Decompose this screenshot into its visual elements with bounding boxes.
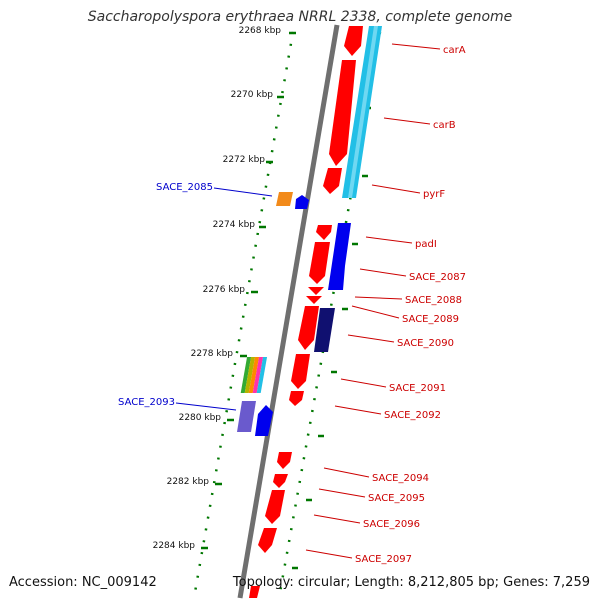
gene-label-SACE_2095[interactable]: SACE_2095 (368, 493, 425, 504)
gene-partial-arrow[interactable] (249, 586, 260, 598)
gene-label-SACE_2085[interactable]: SACE_2085 (156, 182, 213, 193)
gene-label-SACE_2097[interactable]: SACE_2097 (355, 554, 412, 565)
gene-label-SACE_2089[interactable]: SACE_2089 (402, 314, 459, 325)
gene-padI-arrow[interactable] (316, 225, 332, 240)
gene-label-SACE_2090[interactable]: SACE_2090 (397, 338, 454, 349)
gene-stripe-green[interactable] (240, 357, 252, 393)
gene-label-padI[interactable]: padI (415, 239, 437, 250)
scale-tick-label: 2270 kbp (231, 90, 274, 100)
gene-label-carB[interactable]: carB (433, 120, 456, 131)
gene-label-SACE_2088[interactable]: SACE_2088 (405, 295, 462, 306)
scale-tick-label: 2278 kbp (191, 349, 234, 359)
gene-SACE_2094-arrow[interactable] (277, 452, 292, 469)
gene-SACE_2085-blue[interactable] (295, 195, 309, 209)
scale-tick-label: 2268 kbp (239, 26, 282, 36)
gene-SACE_2093-blue[interactable] (255, 405, 273, 436)
gene-stripe-teal[interactable] (256, 357, 268, 393)
gene-stripe-pink[interactable] (252, 357, 264, 393)
gene-SACE_2087-arrow[interactable] (309, 242, 330, 284)
scale-ticks: 2268 kbp 2270 kbp 2272 kbp 2274 kbp 2276… (153, 26, 296, 551)
gene-SACE_2091-arrow[interactable] (291, 354, 310, 389)
right-gene-labels: carA carB pyrF padI SACE_2087 SACE_2088 … (305, 43, 466, 565)
gene-label-carA[interactable]: carA (443, 45, 466, 56)
gene-label-SACE_2094[interactable]: SACE_2094 (372, 473, 429, 484)
gene-stripe-olive[interactable] (244, 357, 256, 393)
gene-blue-block-1[interactable] (328, 223, 351, 290)
genome-backbone (237, 24, 340, 599)
gene-label-SACE_2091[interactable]: SACE_2091 (389, 383, 446, 394)
gene-carA-arrow[interactable] (344, 26, 363, 56)
gene-carB-arrow[interactable] (329, 60, 356, 166)
scale-tick-label: 2282 kbp (167, 477, 210, 487)
reverse-genes (237, 26, 382, 436)
gene-SACE_2096-arrow[interactable] (265, 490, 285, 524)
gene-SACE_2088b-arrow[interactable] (306, 296, 322, 304)
gene-label-pyrF[interactable]: pyrF (423, 189, 445, 200)
gene-stripe-orange[interactable] (248, 357, 260, 393)
gene-SACE_2085-orange[interactable] (276, 192, 293, 206)
forward-genes (249, 26, 363, 598)
scale-tick-label: 2272 kbp (223, 155, 266, 165)
gene-SACE_2089-arrow[interactable] (298, 306, 319, 350)
scale-tick-label: 2276 kbp (203, 285, 246, 295)
gene-label-SACE_2092[interactable]: SACE_2092 (384, 410, 441, 421)
gene-SACE_2093-purple[interactable] (237, 401, 256, 432)
left-gene-labels: SACE_2085 SACE_2093 (118, 182, 273, 411)
gene-label-SACE_2087[interactable]: SACE_2087 (409, 272, 466, 283)
scale-tick-label: 2280 kbp (179, 413, 222, 423)
gene-navy-block[interactable] (314, 308, 335, 352)
gene-label-SACE_2093[interactable]: SACE_2093 (118, 397, 175, 408)
scale-tick-label: 2274 kbp (213, 220, 256, 230)
accession-text: Accession: NC_009142 (9, 575, 157, 590)
topology-text: Topology: circular; Length: 8,212,805 bp… (232, 575, 590, 590)
gene-SACE_2095-arrow[interactable] (273, 474, 288, 488)
gene-SACE_2088-arrow[interactable] (308, 287, 324, 295)
gene-SACE_2097-arrow[interactable] (258, 528, 277, 553)
gene-label-SACE_2096[interactable]: SACE_2096 (363, 519, 420, 530)
gene-teal-stripe (348, 26, 378, 198)
gene-SACE_2092-arrow[interactable] (289, 391, 304, 406)
scale-tick-label: 2284 kbp (153, 541, 196, 551)
map-title: Saccharopolyspora erythraea NRRL 2338, c… (87, 9, 513, 25)
gene-pyrF-arrow[interactable] (323, 168, 342, 194)
